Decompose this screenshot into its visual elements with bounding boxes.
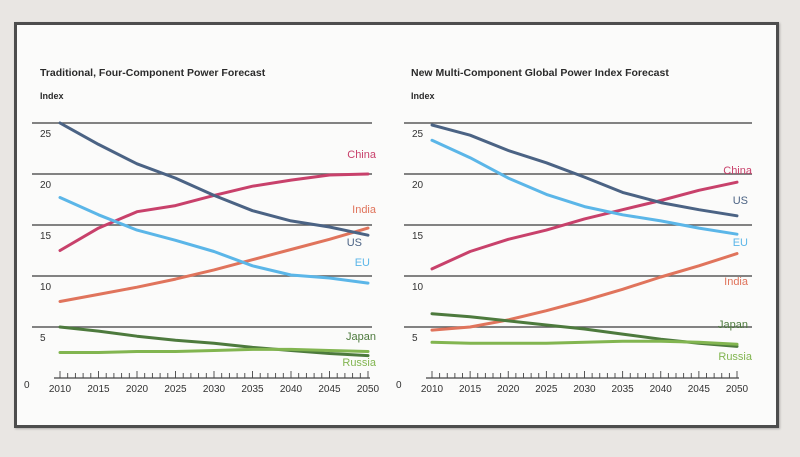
series-label-eu: EU: [733, 237, 748, 249]
series-line-eu: [430, 138, 739, 236]
chart-title: New Multi-Component Global Power Index F…: [411, 67, 669, 79]
x-tick-label: 2040: [280, 384, 303, 395]
y-tick-label: 15: [40, 231, 52, 242]
y-tick-label: 10: [40, 282, 52, 293]
x-tick-label: 2050: [726, 384, 749, 395]
series-line-china: [58, 172, 370, 252]
series-label-china: China: [347, 149, 377, 161]
chart-title: Traditional, Four-Component Power Foreca…: [40, 67, 266, 79]
x-tick-label: 2035: [612, 384, 635, 395]
series-label-india: India: [724, 276, 749, 288]
x-tick-label: 2050: [357, 384, 380, 395]
series-label-eu: EU: [355, 257, 370, 269]
y-tick-label: 15: [412, 231, 424, 242]
series-line-japan: [58, 325, 370, 358]
series-line-india: [58, 226, 370, 303]
series-label-us: US: [733, 195, 748, 207]
x-tick-label: 2035: [241, 384, 264, 395]
y-tick-label: 0: [24, 380, 30, 391]
y-axis-label: Index: [40, 91, 64, 101]
x-tick-label: 2010: [49, 384, 72, 395]
y-tick-label: 25: [412, 129, 424, 140]
x-tick-label: 2020: [126, 384, 149, 395]
series-line-us: [58, 121, 370, 237]
y-tick-label: 5: [412, 333, 418, 344]
series-line-india: [430, 252, 739, 332]
x-tick-label: 2020: [497, 384, 520, 395]
y-tick-label: 25: [40, 129, 52, 140]
x-tick-label: 2045: [688, 384, 711, 395]
chart-panel-2: New Multi-Component Global Power Index F…: [396, 67, 753, 395]
x-tick-label: 2030: [203, 384, 226, 395]
x-tick-label: 2015: [87, 384, 110, 395]
series-label-china: China: [723, 165, 753, 177]
series-line-eu: [58, 196, 370, 285]
series-label-india: India: [352, 204, 377, 216]
chart-panel-1: Traditional, Four-Component Power Foreca…: [24, 67, 380, 395]
series-label-japan: Japan: [718, 319, 748, 331]
series-label-russia: Russia: [342, 357, 377, 369]
series-line-russia: [58, 347, 370, 354]
series-label-russia: Russia: [718, 351, 753, 363]
x-tick-label: 2010: [421, 384, 444, 395]
series-label-us: US: [347, 237, 362, 249]
x-tick-label: 2025: [164, 384, 187, 395]
series-line-us: [430, 123, 739, 218]
y-tick-label: 10: [412, 282, 424, 293]
y-tick-label: 20: [40, 180, 52, 191]
y-tick-label: 20: [412, 180, 424, 191]
y-axis-label: Index: [411, 91, 435, 101]
series-line-russia: [430, 339, 739, 346]
series-label-japan: Japan: [346, 331, 376, 343]
series-line-china: [430, 180, 739, 271]
x-tick-label: 2045: [318, 384, 341, 395]
y-tick-label: 0: [396, 380, 402, 391]
x-tick-label: 2030: [573, 384, 596, 395]
x-tick-label: 2040: [650, 384, 673, 395]
y-tick-label: 5: [40, 333, 46, 344]
x-tick-label: 2025: [535, 384, 558, 395]
x-tick-label: 2015: [459, 384, 482, 395]
